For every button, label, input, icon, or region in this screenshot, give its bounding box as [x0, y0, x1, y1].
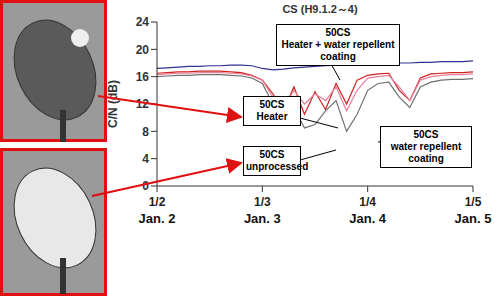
svg-text:1/5: 1/5	[465, 195, 482, 209]
svg-text:4: 4	[142, 152, 149, 166]
html-text:50CS: 50CS	[413, 129, 439, 140]
html-text:50CS: 50CS	[259, 99, 285, 110]
svg-text:1/3: 1/3	[254, 195, 271, 209]
svg-text:Jan. 3: Jan. 3	[244, 211, 281, 226]
html-text:water repellent coating: water repellent coating	[390, 141, 462, 164]
svg-text:1/2: 1/2	[149, 195, 166, 209]
svg-text:0: 0	[142, 179, 149, 193]
svg-text:1/4: 1/4	[359, 195, 376, 209]
svg-text:20: 20	[136, 43, 150, 57]
svg-text:Jan. 5: Jan. 5	[455, 211, 492, 226]
svg-text:24: 24	[136, 15, 150, 29]
svg-text:16: 16	[136, 70, 150, 84]
svg-text:12: 12	[136, 97, 150, 111]
html-text:unprocessed: unprocessed	[246, 161, 309, 172]
html-text:50CS: 50CS	[325, 27, 351, 38]
html-text:50CS: 50CS	[259, 149, 285, 160]
html-text:CS (H9.1.2～4): CS (H9.1.2～4)	[282, 3, 358, 15]
svg-text:C/N (dB): C/N (dB)	[106, 80, 120, 128]
html-text:Heater: Heater	[256, 111, 288, 122]
svg-text:Jan. 2: Jan. 2	[139, 211, 176, 226]
svg-text:8: 8	[142, 125, 149, 139]
svg-text:Jan. 4: Jan. 4	[349, 211, 387, 226]
html-text:Heater + water repellent coati: Heater + water repellent coating	[281, 39, 395, 62]
